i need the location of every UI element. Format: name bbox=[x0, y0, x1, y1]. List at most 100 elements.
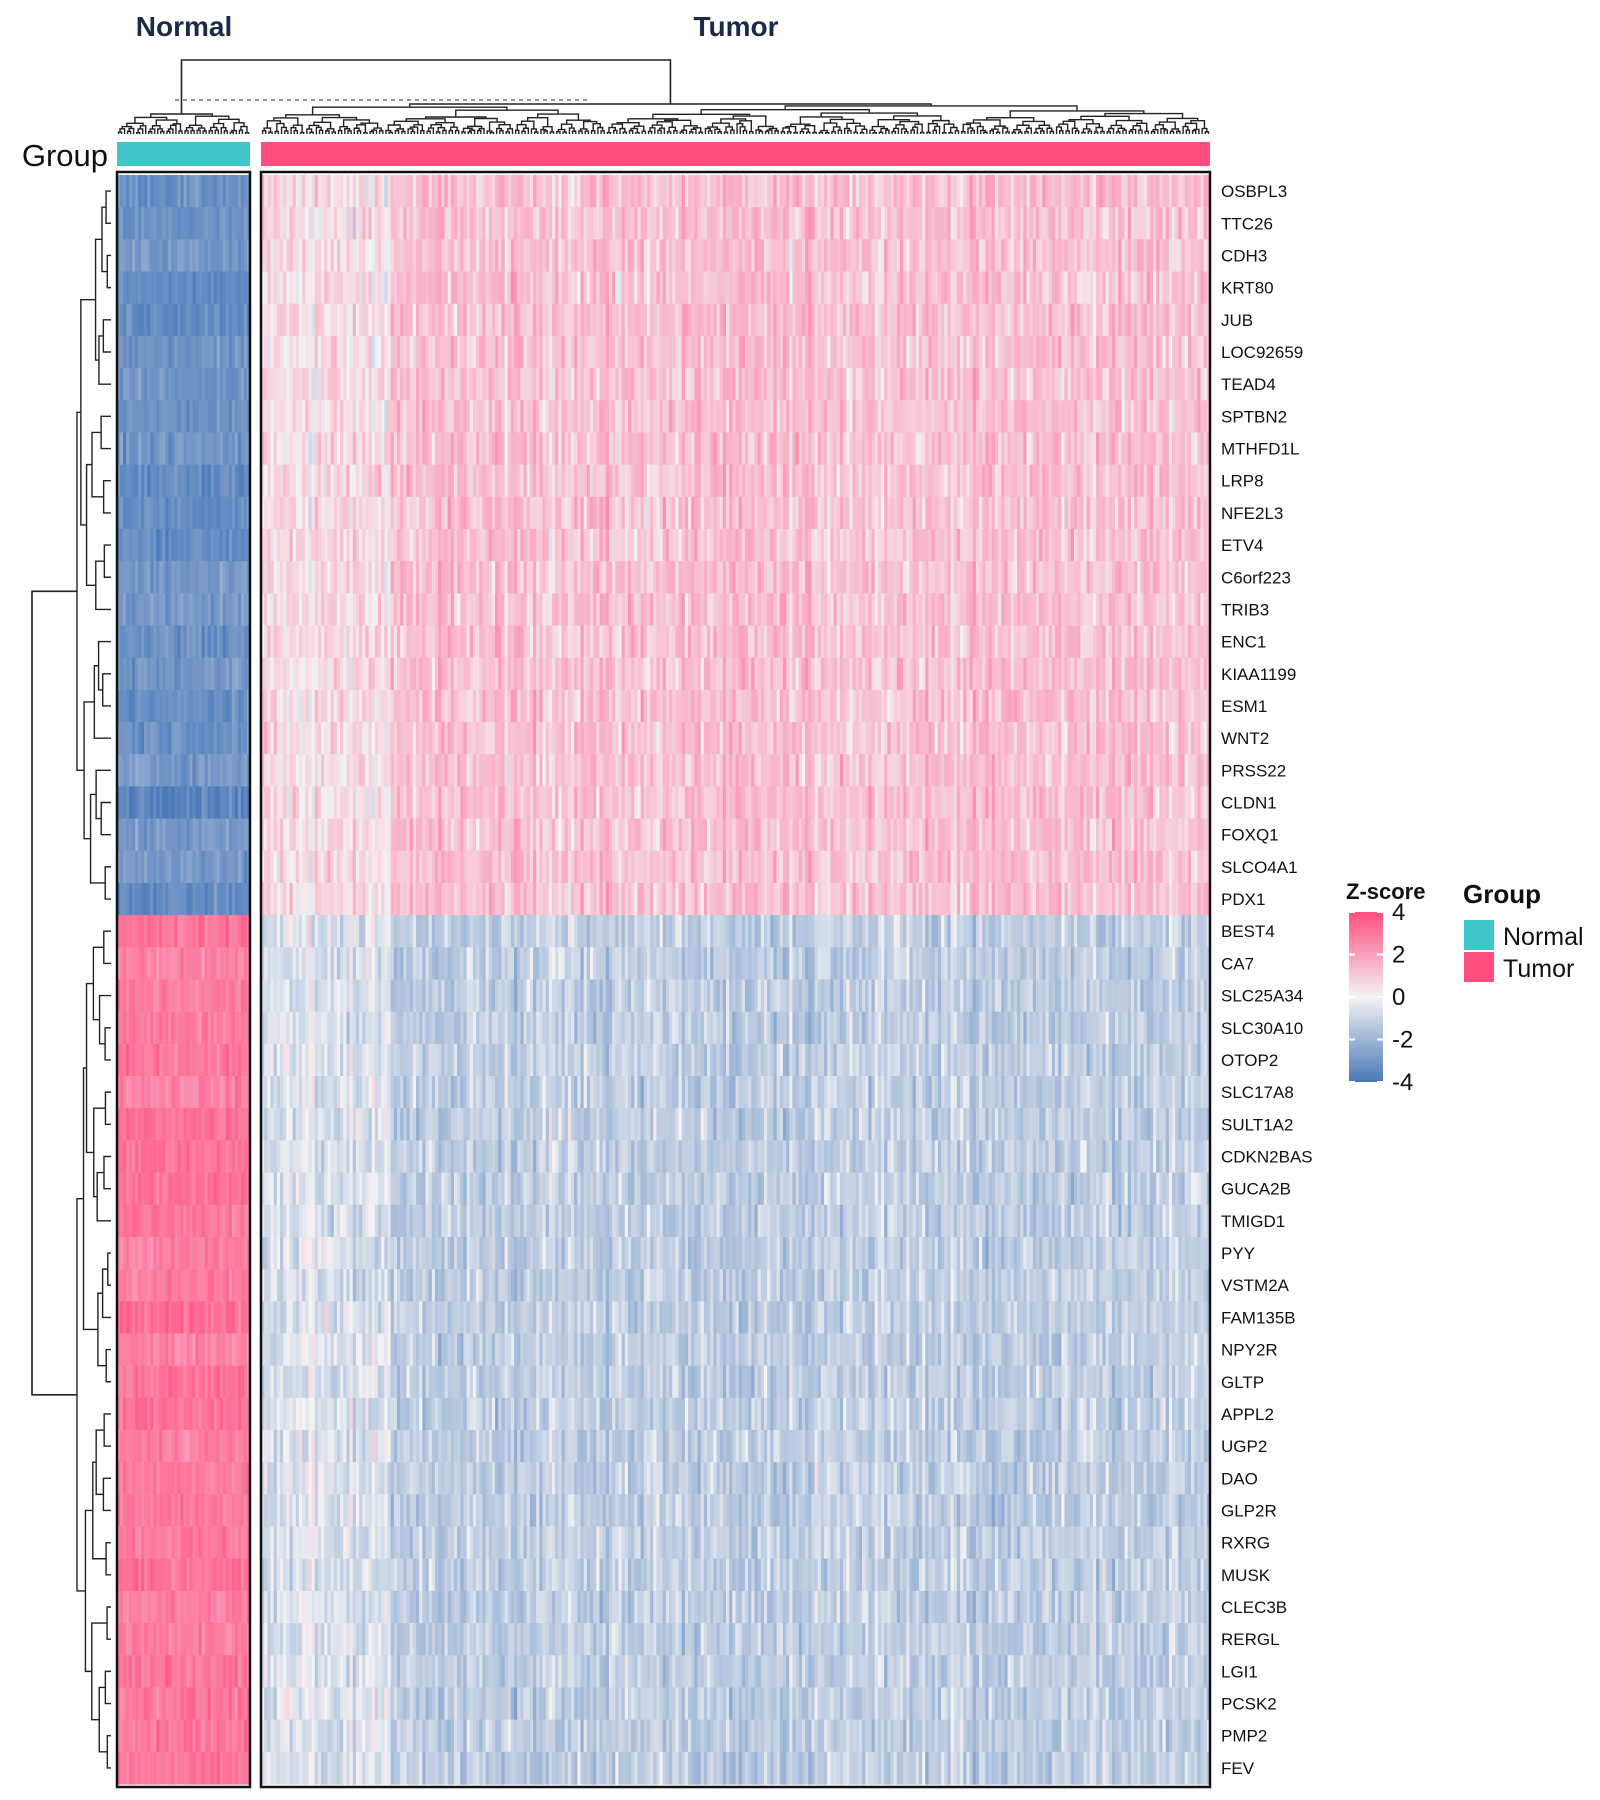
heatmap-cell bbox=[243, 303, 248, 337]
dendrogram-branch bbox=[393, 120, 419, 126]
dendrogram-branch bbox=[394, 129, 400, 134]
dendrogram-branch bbox=[714, 128, 721, 134]
dendrogram-branch bbox=[435, 121, 455, 128]
dendrogram-branch bbox=[878, 131, 884, 134]
heatmap-cell bbox=[138, 303, 142, 337]
heatmap-cell bbox=[123, 400, 127, 434]
heatmap-cell bbox=[147, 464, 151, 498]
dendrogram-branch bbox=[831, 130, 836, 134]
heatmap-cell bbox=[138, 400, 142, 434]
dendrogram-branch bbox=[556, 131, 561, 134]
heatmap-cell bbox=[195, 335, 200, 369]
heatmap-cell bbox=[186, 207, 191, 240]
heatmap-cell bbox=[123, 335, 127, 369]
dendrogram-branch bbox=[1163, 129, 1168, 134]
heatmap-cell bbox=[180, 239, 185, 273]
heatmap-cell bbox=[183, 368, 188, 401]
heatmap-cell bbox=[156, 368, 160, 401]
heatmap-cell bbox=[156, 239, 160, 273]
dendrogram-branch bbox=[342, 119, 371, 127]
dendrogram-branch bbox=[117, 131, 123, 134]
heatmap-cell bbox=[237, 368, 242, 401]
heatmap-cell bbox=[195, 207, 200, 240]
heatmap-cell bbox=[243, 400, 248, 434]
heatmap-cell bbox=[168, 368, 173, 401]
dendrogram-branch bbox=[557, 128, 566, 133]
heatmap-cell bbox=[243, 207, 248, 240]
heatmap-cell bbox=[132, 464, 136, 498]
heatmap-cell bbox=[162, 207, 166, 240]
heatmap-cell bbox=[180, 271, 185, 305]
dendrogram-branch bbox=[780, 131, 786, 134]
heatmap-cell bbox=[243, 432, 248, 466]
dendrogram-branch bbox=[126, 130, 132, 134]
heatmap-cell bbox=[243, 335, 248, 369]
dendrogram-branch bbox=[877, 119, 910, 127]
heatmap-cell bbox=[144, 335, 148, 369]
heatmap-cell bbox=[183, 239, 188, 273]
dendrogram-branch bbox=[94, 238, 102, 361]
heatmap-cell bbox=[138, 368, 142, 401]
dendrogram-branch bbox=[139, 125, 147, 134]
dendrogram-branch bbox=[941, 131, 947, 134]
dendrogram-branch bbox=[308, 124, 320, 130]
heatmap-cell bbox=[117, 271, 121, 305]
dendrogram-branch bbox=[926, 131, 931, 134]
heatmap-cell bbox=[177, 239, 182, 273]
dendrogram-branch bbox=[409, 126, 419, 134]
dendrogram-branch bbox=[101, 206, 108, 273]
heatmap-cell bbox=[117, 239, 121, 273]
heatmap-cell bbox=[174, 432, 179, 466]
heatmap-cell bbox=[159, 368, 163, 401]
dendrogram-branch bbox=[527, 116, 549, 127]
dendrogram-branch bbox=[823, 122, 838, 131]
heatmap-cell bbox=[213, 271, 218, 305]
dendrogram-branch bbox=[540, 128, 547, 134]
dendrogram-branch bbox=[673, 129, 678, 134]
dendrogram-branch bbox=[730, 129, 735, 134]
dendrogram-branch bbox=[812, 131, 817, 134]
heatmap-cell bbox=[222, 432, 227, 466]
heatmap-cell bbox=[189, 400, 194, 434]
dendrogram-branch bbox=[616, 121, 640, 127]
heatmap-cell bbox=[174, 303, 179, 337]
dendrogram-branch bbox=[103, 1413, 111, 1447]
dendrogram-branch bbox=[1122, 129, 1127, 134]
heatmap-cell bbox=[201, 464, 206, 498]
dendrogram-branch bbox=[489, 131, 495, 134]
dendrogram-branch bbox=[799, 116, 843, 125]
dendrogram-branch bbox=[407, 128, 414, 134]
dendrogram-branch bbox=[1025, 127, 1032, 134]
heatmap-cell bbox=[165, 335, 169, 369]
heatmap-cell bbox=[165, 432, 169, 466]
heatmap-cell bbox=[183, 432, 188, 466]
dendrogram-branch bbox=[560, 123, 573, 130]
dendrogram-branch bbox=[818, 131, 824, 134]
dendrogram-branch bbox=[1190, 119, 1206, 129]
dendrogram-branch bbox=[692, 127, 702, 133]
dendrogram-branch bbox=[717, 131, 722, 134]
dendrogram-branch bbox=[101, 1268, 111, 1319]
dendrogram-branch bbox=[426, 130, 431, 134]
heatmap-cell bbox=[126, 303, 130, 337]
heatmap-cell bbox=[129, 432, 133, 466]
dendrogram-branch bbox=[89, 793, 106, 884]
dendrogram-branch bbox=[994, 125, 1006, 130]
dendrogram-branch bbox=[704, 127, 711, 134]
heatmap-cell bbox=[216, 303, 221, 337]
dendrogram-branch bbox=[214, 129, 219, 134]
dendrogram-branch bbox=[1108, 127, 1115, 134]
dendrogram-branch bbox=[280, 126, 288, 134]
heatmap-cell bbox=[201, 207, 206, 240]
dendrogram-branch bbox=[853, 131, 858, 134]
dendrogram-branch bbox=[378, 129, 384, 134]
heatmap-cell bbox=[237, 335, 242, 369]
heatmap-cell bbox=[165, 271, 169, 305]
dendrogram-branch bbox=[196, 129, 201, 134]
heatmap-cell bbox=[189, 335, 194, 369]
heatmap-cell bbox=[162, 335, 166, 369]
heatmap-cell bbox=[237, 239, 242, 273]
dendrogram-branch bbox=[948, 131, 953, 134]
dendrogram-branch bbox=[98, 994, 111, 1045]
dendrogram-branch bbox=[847, 129, 852, 134]
